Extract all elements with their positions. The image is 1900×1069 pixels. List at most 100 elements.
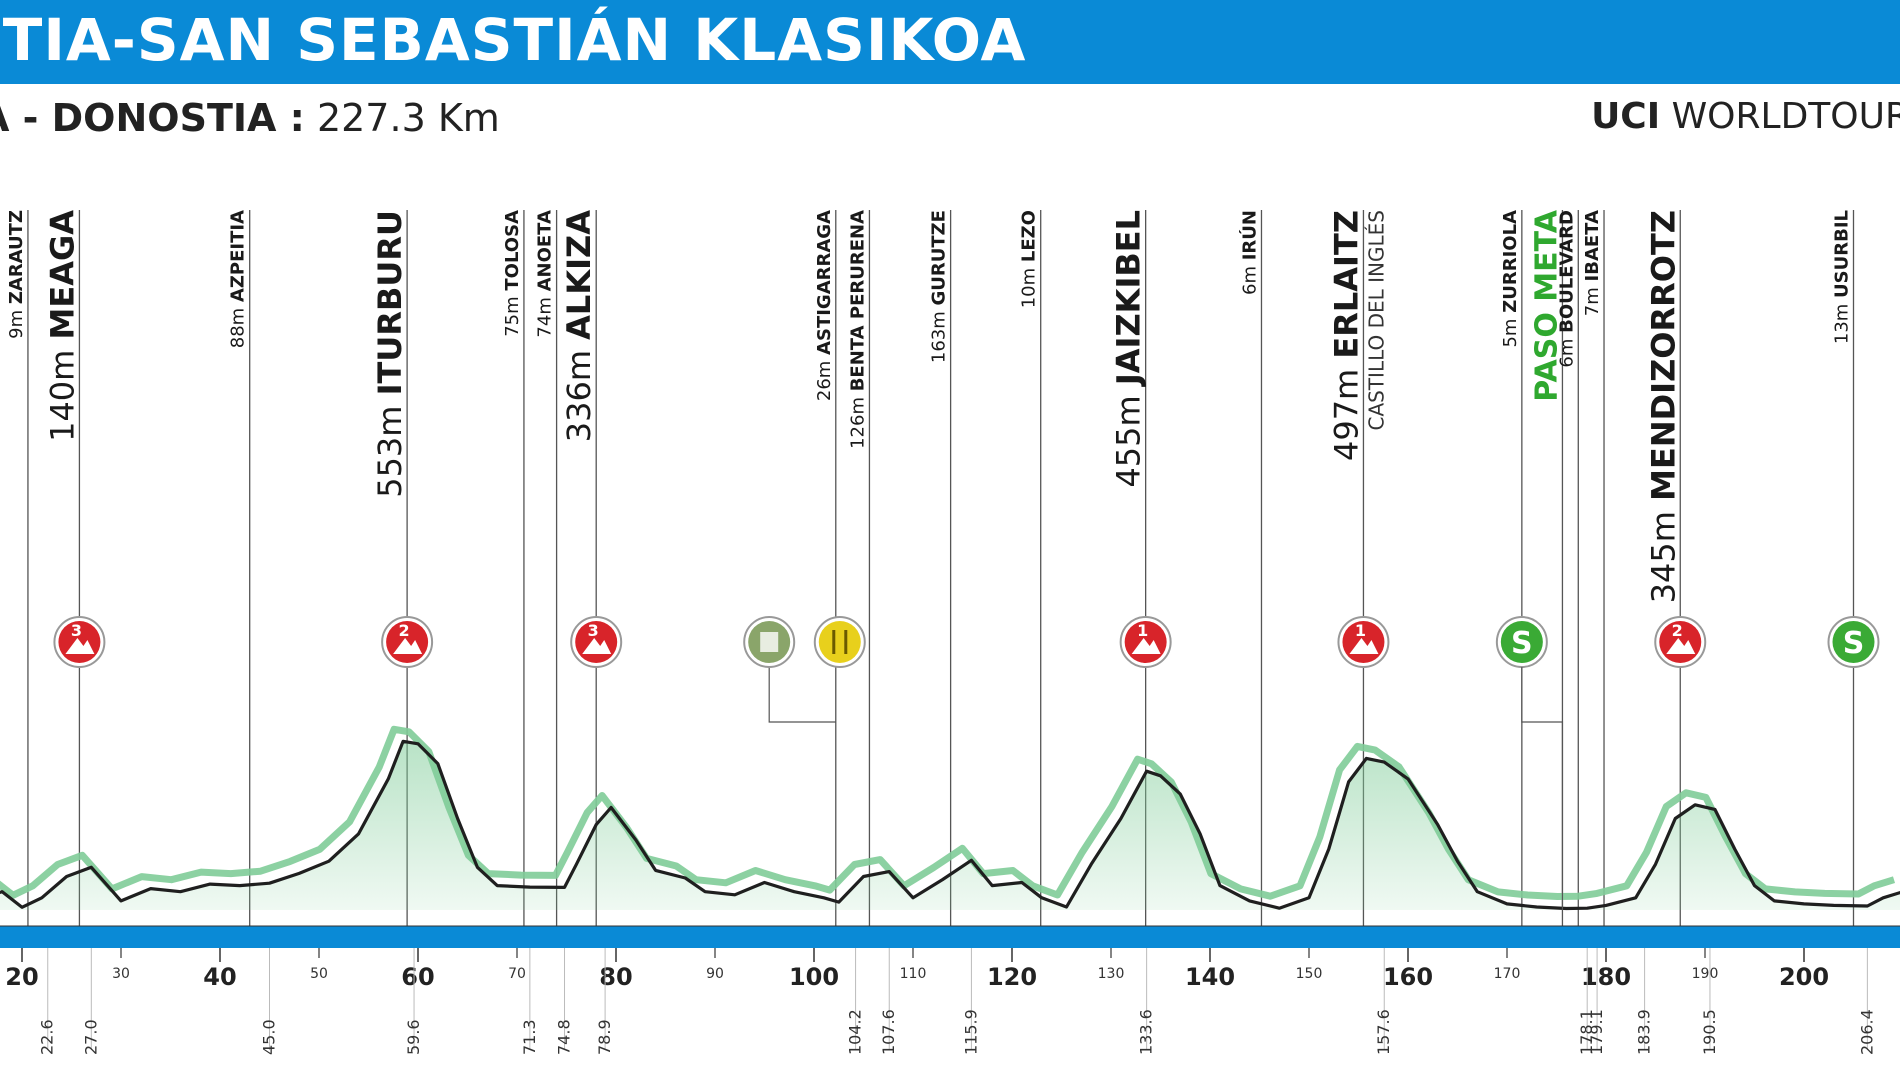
location-name: BENTA PERURENA [847, 210, 868, 391]
location-altitude: 336m [560, 340, 598, 442]
waste-zone-connector [768, 666, 836, 723]
uci-prefix: UCI [1591, 96, 1661, 137]
distance-mark-label: 45.0 [260, 1019, 279, 1055]
x-tick-label: 100 [789, 963, 839, 991]
x-tick-label: 40 [203, 963, 236, 991]
location-altitude: 126m [847, 391, 868, 449]
location-label: 26m ASTIGARRAGA [814, 210, 835, 401]
location-label: 5m ZURRIOLA [1500, 210, 1521, 348]
climb-label: 345m MENDIZORROTZ [1644, 210, 1682, 603]
route-label: A - DONOSTIA : [0, 96, 305, 140]
category-number: 2 [399, 621, 410, 640]
stage-subtitle: A - DONOSTIA : 227.3 Km [0, 96, 500, 140]
race-title: STIA-SAN SEBASTIÁN KLASIKOA [0, 6, 1027, 74]
location-label: 9m ZARAUTZ [6, 210, 27, 339]
location-altitude: 140m [43, 340, 81, 442]
distance-mark-label: 179.1 [1587, 1009, 1606, 1055]
profile-bevel [0, 725, 1896, 900]
distance-mark-label: 104.2 [846, 1009, 865, 1055]
x-tick-minor-label: 190 [1692, 966, 1719, 982]
category-number: 3 [588, 621, 599, 640]
location-label: 75m TOLOSA [502, 210, 523, 337]
location-altitude: 10m [1019, 262, 1040, 308]
location-label: 13m USURBIL [1832, 210, 1853, 344]
mountain-icon [65, 638, 95, 654]
location-label: 74m ANOETA [535, 210, 556, 338]
location-altitude: 26m [814, 355, 835, 401]
location-name: ERLAITZ [1327, 210, 1365, 359]
location-name: MENDIZORROTZ [1644, 210, 1682, 501]
location-name: TOLOSA [502, 210, 523, 291]
location-name: USURBIL [1832, 210, 1853, 298]
mountain-icon [582, 638, 612, 654]
climb-label: 497m ERLAITZ [1327, 210, 1365, 461]
x-tick-label: 60 [401, 963, 434, 991]
location-name: ZARAUTZ [6, 210, 27, 304]
location-label: 88m AZPEITIA [228, 210, 249, 348]
profile-line [0, 739, 1900, 911]
distance-mark-label: 27.0 [81, 1019, 100, 1055]
sprint-marker-label: S [1843, 626, 1865, 661]
distance-mark-label: 107.6 [879, 1009, 898, 1055]
location-name: GURUTZE [929, 210, 950, 306]
distance-mark-label: 133.6 [1137, 1009, 1156, 1055]
x-tick-label: 20 [5, 963, 38, 991]
location-altitude: 163m [929, 306, 950, 364]
location-name: IBAETA [1582, 210, 1603, 282]
location-altitude: 88m [228, 302, 249, 348]
location-label: 163m GURUTZE [929, 210, 950, 363]
location-label: 6m BOULEVARD [1556, 210, 1577, 368]
location-name: BOULEVARD [1556, 210, 1577, 333]
distance-mark-label: 183.9 [1635, 1009, 1654, 1055]
location-name: AZPEITIA [228, 210, 249, 302]
x-tick-minor-label: 170 [1494, 966, 1521, 982]
location-name: JAIZKIBEL [1110, 210, 1148, 387]
location-altitude: 9m [6, 304, 27, 339]
location-altitude: 74m [535, 291, 556, 337]
location-altitude: 6m [1239, 260, 1260, 295]
location-name: ALKIZA [560, 210, 598, 340]
location-name: ANOETA [535, 210, 556, 291]
location-subtitle: CASTILLO DEL INGLÉS [1364, 210, 1388, 431]
location-altitude: 7m [1582, 281, 1603, 316]
x-tick-minor-label: 110 [900, 966, 927, 982]
mountain-icon [1666, 638, 1696, 654]
x-tick-label: 140 [1185, 963, 1235, 991]
location-name: LEZO [1019, 210, 1040, 262]
uci-label: UCI WORLDTOUR [1591, 96, 1900, 137]
location-label: 126m BENTA PERURENA [847, 210, 868, 449]
distance-mark-label: 157.6 [1374, 1009, 1393, 1055]
x-tick-minor-label: 90 [706, 966, 724, 982]
mountain-icon [1349, 638, 1379, 654]
mountain-icon [393, 638, 423, 654]
x-tick-minor-label: 150 [1296, 966, 1323, 982]
location-altitude: 497m [1327, 359, 1365, 461]
category-number: 1 [1137, 621, 1148, 640]
location-name: IRÚN [1238, 210, 1260, 260]
location-name: MEAGA [43, 210, 81, 340]
distance-mark-label: 59.6 [404, 1019, 423, 1055]
feed-zone-marker [818, 621, 861, 663]
location-label: 10m LEZO [1019, 210, 1040, 308]
distance-mark-label: 78.9 [595, 1019, 614, 1055]
title-banner: STIA-SAN SEBASTIÁN KLASIKOA [0, 0, 1900, 84]
distance-mark-label: 71.3 [520, 1019, 539, 1055]
distance-mark-label: 206.4 [1857, 1009, 1876, 1055]
x-tick-label: 120 [987, 963, 1037, 991]
location-name: ZURRIOLA [1500, 210, 1521, 313]
location-altitude: 345m [1644, 501, 1682, 603]
x-tick-label: 200 [1779, 963, 1829, 991]
location-name: PASO META [1529, 209, 1564, 401]
location-label: 6m IRÚN [1238, 210, 1260, 295]
profile-area [0, 741, 1900, 910]
distance-mark-label: 115.9 [961, 1009, 980, 1055]
distance-label: 227.3 Km [316, 96, 500, 140]
cutlery-icon [832, 630, 848, 654]
x-tick-minor-label: 30 [112, 966, 130, 982]
climb-label: 336m ALKIZA [560, 210, 598, 442]
category-number: 3 [71, 621, 82, 640]
x-tick-label: 80 [599, 963, 632, 991]
sprint-connector [1521, 667, 1564, 910]
bin-icon [760, 632, 779, 652]
